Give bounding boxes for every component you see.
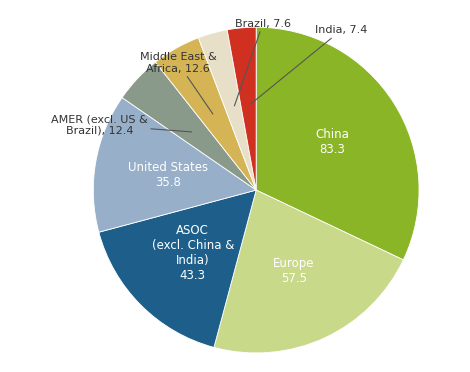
Text: ASOC
(excl. China &
India)
43.3: ASOC (excl. China & India) 43.3 bbox=[152, 224, 234, 282]
Text: AMER (excl. US &
Brazil), 12.4: AMER (excl. US & Brazil), 12.4 bbox=[51, 114, 192, 136]
Text: China
83.3: China 83.3 bbox=[315, 128, 349, 156]
Text: Europe
57.5: Europe 57.5 bbox=[273, 257, 314, 285]
Text: Middle East &
Africa, 12.6: Middle East & Africa, 12.6 bbox=[140, 52, 216, 114]
Wedge shape bbox=[94, 97, 256, 232]
Wedge shape bbox=[214, 190, 403, 353]
Wedge shape bbox=[99, 190, 256, 347]
Wedge shape bbox=[227, 27, 256, 190]
Wedge shape bbox=[198, 30, 256, 190]
Text: United States
35.8: United States 35.8 bbox=[128, 161, 208, 189]
Wedge shape bbox=[156, 38, 256, 190]
Wedge shape bbox=[256, 27, 419, 260]
Text: Brazil, 7.6: Brazil, 7.6 bbox=[235, 19, 290, 106]
Text: India, 7.4: India, 7.4 bbox=[251, 25, 367, 104]
Wedge shape bbox=[122, 62, 256, 190]
